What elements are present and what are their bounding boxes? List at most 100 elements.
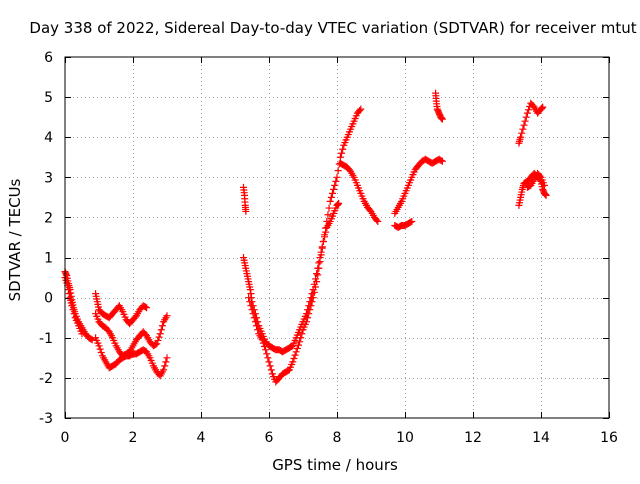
data-point: [96, 345, 104, 353]
data-point: [335, 199, 343, 207]
data-point: [250, 314, 258, 322]
data-points: [61, 89, 550, 386]
data-point: [330, 185, 338, 193]
data-point: [302, 318, 310, 326]
data-point: [262, 346, 270, 354]
x-tick-label: 14: [532, 430, 550, 446]
data-point: [292, 348, 300, 356]
data-point: [438, 115, 446, 123]
data-point: [97, 348, 105, 356]
data-point: [249, 310, 257, 318]
data-point: [298, 330, 306, 338]
data-point: [248, 306, 256, 314]
data-point: [304, 314, 312, 322]
data-point: [356, 106, 364, 114]
y-tick-label: 6: [44, 50, 53, 66]
data-point: [160, 366, 168, 374]
data-point: [242, 207, 250, 215]
data-point: [520, 121, 528, 129]
data-point: [162, 358, 170, 366]
x-tick-label: 0: [61, 430, 70, 446]
data-point: [258, 336, 266, 344]
data-point: [143, 304, 151, 312]
data-point: [317, 251, 325, 259]
data-point: [407, 218, 415, 226]
x-tick-label: 2: [129, 430, 138, 446]
data-point: [152, 340, 160, 348]
data-point: [266, 362, 274, 370]
data-point: [522, 113, 530, 121]
data-point: [374, 217, 382, 225]
data-point: [542, 191, 550, 199]
data-point: [70, 310, 78, 318]
data-point: [260, 342, 268, 350]
data-point: [95, 342, 103, 350]
data-point: [163, 354, 171, 362]
data-point: [519, 125, 527, 133]
y-tick-label: -1: [39, 331, 53, 347]
data-point: [297, 334, 305, 342]
data-point: [251, 318, 259, 326]
data-point: [539, 103, 547, 111]
x-tick-label: 10: [396, 430, 414, 446]
data-point: [318, 244, 326, 252]
data-point: [153, 340, 161, 348]
data-point: [264, 354, 272, 362]
data-point: [517, 133, 525, 141]
y-tick-label: 3: [44, 170, 53, 186]
data-point: [259, 339, 267, 347]
y-axis-label: SDTVAR / TECUs: [6, 178, 24, 301]
data-point: [523, 109, 531, 117]
data-point: [438, 157, 446, 165]
data-point: [291, 351, 299, 359]
data-point: [338, 149, 346, 157]
data-point: [331, 181, 339, 189]
data-point: [253, 322, 261, 330]
data-point: [78, 330, 86, 338]
data-point: [65, 286, 73, 294]
data-point: [309, 294, 317, 302]
data-point: [540, 181, 548, 189]
data-point: [163, 312, 171, 320]
data-point: [141, 303, 149, 311]
x-tick-label: 16: [600, 430, 618, 446]
data-point: [327, 193, 335, 201]
data-point: [323, 217, 331, 225]
chart-title: Day 338 of 2022, Sidereal Day-to-day VTE…: [29, 19, 636, 37]
data-point: [521, 117, 529, 125]
data-point: [161, 362, 169, 370]
data-point: [306, 306, 314, 314]
y-tick-label: -2: [39, 371, 53, 387]
data-point: [324, 211, 332, 219]
data-point: [313, 278, 321, 286]
data-point: [536, 172, 544, 180]
data-point: [294, 341, 302, 349]
data-point: [65, 290, 73, 298]
data-point: [339, 145, 347, 153]
data-point: [154, 336, 162, 344]
data-point: [296, 338, 304, 346]
data-point: [336, 153, 344, 161]
data-point: [265, 358, 273, 366]
data-point: [307, 302, 315, 310]
data-point: [325, 204, 333, 212]
data-point: [308, 298, 316, 306]
data-point: [334, 167, 342, 175]
data-point: [333, 173, 341, 181]
data-point: [314, 271, 322, 279]
data-point: [246, 298, 254, 306]
y-tick-label: 2: [44, 210, 53, 226]
data-point: [69, 306, 77, 314]
data-point: [263, 350, 271, 358]
data-point: [328, 189, 336, 197]
y-tick-label: 4: [44, 130, 53, 146]
data-point: [316, 258, 324, 266]
data-point: [310, 288, 318, 296]
data-point: [326, 197, 334, 205]
data-point: [155, 333, 163, 341]
data-point: [373, 216, 381, 224]
data-point: [322, 224, 330, 232]
